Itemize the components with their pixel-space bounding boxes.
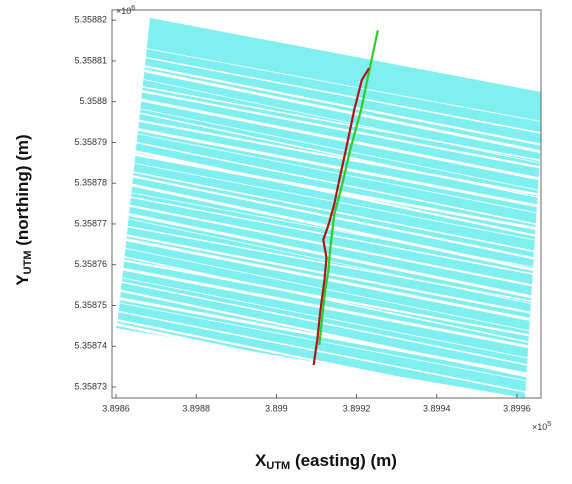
y-exponent: ×106 — [116, 5, 135, 17]
swath-gap — [112, 275, 541, 362]
y-tick-label: 5.3588 — [79, 96, 107, 106]
y-tick-label: 5.35882 — [74, 15, 107, 25]
swath-gap — [112, 231, 541, 316]
x-tick-label: 3.8992 — [343, 403, 371, 413]
x-label-sub: UTM — [266, 460, 290, 472]
swath-gap — [112, 321, 474, 398]
track-line — [312, 67, 370, 366]
y-tick-label: 5.35876 — [74, 259, 107, 269]
track-line — [318, 30, 379, 346]
swath-gap — [112, 50, 541, 134]
y-tick-label: 5.35881 — [74, 55, 107, 65]
y-exponent-base: ×10 — [116, 6, 131, 16]
swath-gap — [112, 331, 473, 398]
swath-gap — [112, 136, 541, 226]
swath-gap — [112, 58, 541, 146]
swath — [112, 18, 541, 398]
swath-gap — [112, 72, 541, 164]
swath-gap — [112, 41, 541, 122]
swath-gap — [112, 339, 417, 398]
y-tick-label: 5.35873 — [74, 381, 107, 391]
swath-gap — [112, 62, 541, 154]
y-axis-label: YUTM (northing) (m) — [13, 134, 33, 285]
swath-gap — [112, 235, 541, 324]
x-exponent-power: 5 — [547, 421, 551, 428]
x-label-main: X — [255, 451, 267, 470]
swath-gap — [112, 265, 541, 351]
swath-gap — [112, 257, 541, 339]
y-tick-label: 5.35878 — [74, 178, 107, 188]
y-label-sub: UTM — [22, 250, 34, 274]
swath-gap — [112, 128, 541, 215]
x-tick-label: 3.8996 — [503, 403, 531, 413]
swath-gap — [112, 279, 541, 369]
x-label-rest: (easting) (m) — [290, 451, 397, 470]
y-tick-label: 5.35874 — [74, 341, 107, 351]
swath-gap — [112, 145, 541, 238]
swath-gap — [112, 253, 541, 346]
swath-gaps — [112, 41, 541, 398]
y-tick-label: 5.35877 — [74, 218, 107, 228]
swath-gap — [112, 309, 541, 396]
swath-gap — [112, 295, 541, 378]
swath-gap — [112, 106, 541, 199]
y-exponent-power: 6 — [131, 5, 135, 12]
x-tick-label: 3.899 — [265, 403, 288, 413]
y-tick-label: 5.35879 — [74, 137, 107, 147]
swath-gap — [112, 102, 541, 192]
swath-gap — [112, 114, 541, 197]
swath-gap — [112, 80, 541, 162]
swath-gap — [112, 301, 541, 384]
swath-gap — [112, 245, 541, 334]
x-exponent-base: ×10 — [532, 422, 547, 432]
swath-gap — [112, 158, 541, 242]
y-tick-label: 5.35875 — [74, 300, 107, 310]
swath-gap — [112, 188, 541, 269]
x-exponent: ×105 — [532, 421, 551, 433]
swath-gap — [112, 317, 504, 398]
axes-box — [111, 9, 542, 399]
x-tick-label: 3.8986 — [102, 403, 130, 413]
swath-gap — [112, 148, 541, 231]
swath-gap — [112, 92, 541, 181]
swath-gap — [112, 84, 541, 169]
x-tick-label: 3.8988 — [182, 403, 210, 413]
swath-gap — [112, 192, 541, 277]
swath-gap — [112, 167, 541, 254]
y-label-main: Y — [13, 274, 32, 286]
x-axis-label: XUTM (easting) (m) — [255, 451, 397, 471]
swath-gap — [112, 179, 541, 273]
y-label-rest: (northing) (m) — [13, 134, 32, 250]
swath-gap — [112, 123, 541, 209]
x-tick-label: 3.8994 — [423, 403, 451, 413]
